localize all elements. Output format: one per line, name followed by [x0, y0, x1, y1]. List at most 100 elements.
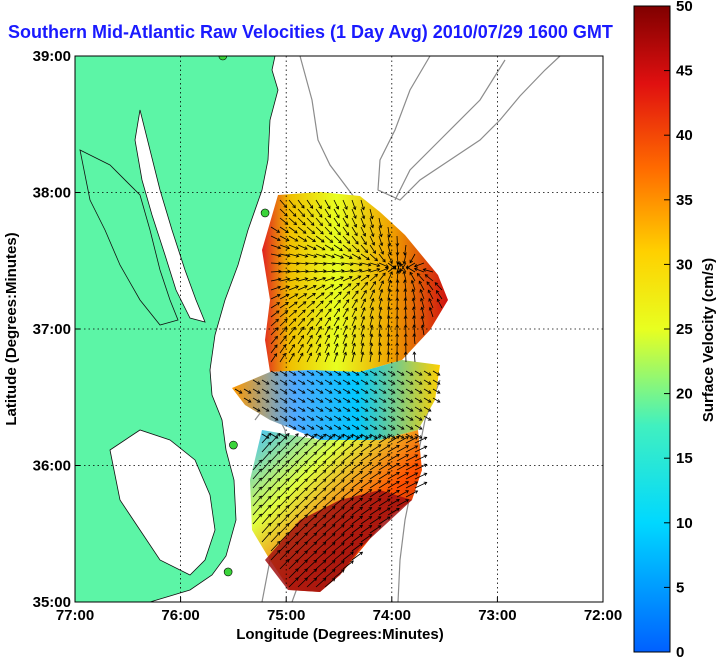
velocity-arrow-head	[373, 417, 378, 421]
velocity-arrow	[270, 370, 279, 376]
velocity-arrow	[333, 253, 344, 259]
velocity-arrow-head	[322, 478, 327, 483]
velocity-arrow	[279, 310, 288, 318]
velocity-arrow	[315, 300, 324, 309]
velocity-arrow	[315, 244, 326, 251]
velocity-arrow-head	[304, 541, 308, 545]
velocity-arrow-head	[313, 568, 318, 573]
velocity-arrow-head	[391, 390, 396, 394]
y-tick-label: 36:00	[33, 458, 71, 475]
velocity-arrow-head	[331, 443, 336, 447]
velocity-arrow	[387, 342, 390, 354]
velocity-arrow	[404, 289, 407, 300]
velocity-arrow	[297, 278, 308, 282]
velocity-arrow-head	[336, 308, 340, 312]
velocity-arrow	[360, 290, 367, 300]
velocity-arrow-head	[313, 541, 318, 546]
velocity-arrow-head	[427, 372, 432, 376]
velocity-arrow-head	[286, 541, 290, 545]
velocity-arrow-head	[322, 532, 327, 537]
velocity-arrow-head	[359, 515, 364, 520]
velocity-arrow-head	[400, 417, 405, 421]
velocity-arrow-head	[278, 261, 282, 266]
velocity-arrow	[288, 478, 299, 489]
velocity-arrow	[378, 415, 387, 421]
velocity-arrow	[360, 269, 371, 273]
velocity-arrow	[288, 327, 296, 336]
velocity-arrow-head	[313, 277, 318, 281]
velocity-arrow-head	[403, 333, 408, 337]
velocity-arrow-head	[322, 577, 327, 582]
velocity-arrow-head	[391, 435, 396, 439]
velocity-arrow	[270, 344, 278, 354]
velocity-arrow	[360, 480, 372, 489]
velocity-arrow	[333, 217, 340, 227]
velocity-arrow-head	[385, 264, 389, 268]
velocity-arrow	[369, 274, 378, 282]
velocity-arrow	[306, 379, 315, 385]
velocity-arrow-head	[303, 293, 308, 297]
velocity-arrow-head	[391, 372, 396, 376]
velocity-arrow-head	[276, 522, 281, 527]
velocity-arrow	[315, 551, 326, 561]
velocity-arrow-head	[403, 306, 408, 310]
velocity-arrow	[333, 308, 340, 318]
velocity-arrow	[369, 424, 378, 430]
velocity-arrow-head	[286, 469, 290, 473]
velocity-arrow-head	[409, 399, 414, 403]
velocity-arrow-head	[265, 408, 270, 412]
velocity-arrow	[315, 379, 324, 385]
velocity-arrow-head	[400, 426, 405, 430]
velocity-arrow-head	[295, 577, 299, 581]
velocity-arrow-head	[382, 390, 387, 394]
velocity-arrow	[324, 317, 331, 327]
velocity-arrow-head	[277, 277, 282, 282]
velocity-arrow-head	[322, 568, 327, 573]
velocity-arrow-head	[350, 533, 354, 537]
velocity-arrow-head	[405, 266, 410, 270]
velocity-arrow	[360, 498, 372, 507]
velocity-arrow	[306, 406, 315, 412]
velocity-arrow	[324, 424, 333, 430]
velocity-arrow-head	[345, 223, 349, 228]
velocity-arrow-head	[335, 334, 339, 338]
velocity-arrow	[252, 486, 262, 498]
velocity-arrow	[404, 244, 407, 255]
velocity-arrow	[360, 316, 365, 327]
velocity-arrow-head	[395, 315, 400, 319]
velocity-arrow-head	[339, 247, 343, 252]
velocity-arrow	[324, 284, 334, 291]
velocity-arrow	[423, 268, 434, 273]
velocity-arrow	[405, 424, 414, 430]
velocity-arrow	[306, 344, 313, 354]
velocity-arrow	[297, 301, 307, 309]
velocity-arrow	[405, 370, 414, 376]
velocity-arrow	[414, 268, 425, 273]
velocity-arrow	[270, 336, 278, 345]
velocity-arrow-head	[346, 399, 351, 403]
velocity-arrow-head	[413, 267, 418, 272]
velocity-arrow-head	[334, 342, 339, 347]
velocity-arrow	[315, 452, 326, 462]
velocity-arrow	[324, 434, 336, 444]
velocity-arrow-head	[358, 262, 363, 267]
velocity-arrow-head	[400, 408, 405, 412]
velocity-arrow-head	[265, 381, 270, 385]
velocity-arrow-head	[377, 462, 382, 466]
velocity-arrow	[351, 443, 363, 453]
velocity-arrow	[288, 523, 299, 534]
velocity-arrow	[351, 253, 361, 260]
velocity-arrow-head	[345, 307, 349, 312]
velocity-arrow	[351, 388, 360, 394]
velocity-arrow-head	[391, 426, 396, 430]
velocity-arrow	[261, 451, 271, 462]
velocity-arrow	[369, 498, 382, 507]
velocity-arrow-head	[368, 444, 373, 448]
velocity-arrow	[315, 352, 321, 363]
velocity-arrow-head	[331, 524, 336, 528]
velocity-arrow-head	[414, 490, 419, 494]
velocity-arrow-head	[319, 426, 324, 430]
velocity-arrow	[270, 460, 281, 471]
colorbar-tick-label: 0	[676, 644, 684, 659]
